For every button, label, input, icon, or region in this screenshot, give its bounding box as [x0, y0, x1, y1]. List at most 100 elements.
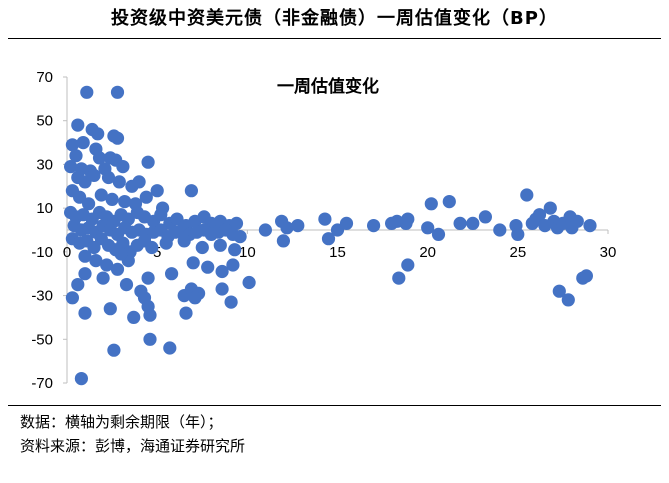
plot-title: 一周估值变化: [277, 76, 379, 97]
x-tick-label: 30: [600, 244, 617, 261]
data-point: [367, 219, 381, 233]
data-point: [114, 247, 128, 261]
data-point: [280, 221, 294, 235]
x-tick-label: 5: [153, 244, 161, 261]
y-tick-label: 10: [36, 200, 53, 217]
data-point: [213, 238, 227, 252]
data-point: [150, 184, 164, 198]
data-point: [65, 291, 79, 305]
data-point: [103, 302, 117, 316]
data-point: [431, 227, 446, 241]
y-tick-label: -70: [31, 375, 53, 392]
data-point: [321, 232, 336, 246]
data-point: [570, 214, 584, 228]
data-point: [177, 234, 191, 248]
data-point: [453, 216, 467, 230]
data-point: [276, 234, 290, 248]
footnotes: 数据：横轴为剩余期限（年）； 资料来源：彭博，海通证券研究所: [20, 410, 245, 458]
data-point: [71, 278, 85, 292]
data-point: [96, 271, 110, 285]
data-point: [532, 208, 547, 222]
data-point: [165, 267, 179, 281]
data-point: [87, 168, 101, 182]
x-tick-label: 0: [63, 244, 71, 261]
data-point: [107, 343, 121, 357]
data-point: [89, 254, 103, 268]
data-point: [229, 216, 244, 230]
data-point: [132, 175, 146, 189]
data-point: [318, 212, 332, 226]
y-tick-label: 50: [36, 113, 53, 130]
title-rule: [8, 38, 661, 39]
data-point: [141, 155, 155, 169]
data-point: [78, 249, 92, 263]
data-point: [215, 264, 229, 279]
data-point: [401, 258, 415, 272]
notes-rule: [8, 405, 661, 406]
data-point: [242, 275, 256, 290]
data-point: [91, 127, 105, 141]
data-point: [154, 208, 168, 222]
data-point: [561, 293, 575, 307]
x-tick-label: 15: [329, 244, 346, 261]
data-point: [110, 262, 125, 276]
x-tick-label: 20: [419, 244, 436, 261]
data-point: [215, 282, 229, 296]
data-points: [64, 85, 597, 386]
data-point: [80, 85, 94, 99]
data-point: [186, 256, 200, 270]
data-point: [163, 341, 177, 355]
data-point: [543, 201, 557, 215]
data-point: [105, 192, 119, 206]
data-point: [442, 195, 456, 209]
source-note: 资料来源：彭博，海通证券研究所: [20, 437, 246, 455]
scatter-chart: 70 50 30 10 -10 -30 -50 -70 0 5 10 15 20 25 30 一周估值变化: [31, 69, 616, 392]
data-point: [100, 258, 114, 272]
data-point: [233, 230, 247, 244]
data-point: [579, 269, 594, 283]
data-point: [226, 258, 240, 272]
data-point: [78, 267, 92, 281]
data-point: [520, 188, 534, 202]
x-tick-label: 25: [509, 244, 526, 261]
data-point: [112, 175, 126, 189]
data-point: [179, 306, 193, 320]
data-point: [511, 227, 525, 241]
data-point: [493, 223, 507, 237]
data-point: [552, 284, 566, 298]
data-point: [466, 216, 480, 230]
data-point: [392, 271, 406, 285]
data-point: [224, 295, 238, 309]
axes: 70 50 30 10 -10 -30 -50 -70 0 5 10 15 20 25 30: [31, 69, 616, 392]
y-tick-label: 70: [36, 69, 53, 86]
data-point: [76, 136, 90, 150]
data-point: [82, 197, 96, 211]
data-point: [143, 308, 157, 322]
data-point: [401, 212, 415, 226]
data-point: [119, 278, 134, 292]
data-point: [78, 306, 92, 320]
chart-title: 投资级中资美元债（非金融债）一周估值变化（BP）: [111, 8, 558, 29]
data-point: [65, 138, 79, 152]
data-point: [143, 332, 157, 346]
axis-note: 数据：横轴为剩余期限（年）；: [20, 413, 223, 431]
data-point: [110, 85, 125, 99]
data-point: [71, 118, 85, 132]
x-tick-label: 10: [239, 244, 256, 261]
data-point: [583, 219, 597, 233]
data-point: [184, 184, 198, 198]
y-tick-label: -50: [31, 331, 53, 348]
data-point: [118, 195, 132, 209]
data-point: [291, 219, 305, 233]
data-point: [201, 260, 215, 274]
y-tick-label: -10: [31, 244, 53, 261]
data-point: [159, 236, 173, 250]
data-point: [421, 221, 435, 235]
y-tick-label: 30: [36, 156, 53, 173]
data-point: [94, 188, 108, 202]
data-point: [116, 160, 130, 174]
data-point: [127, 310, 141, 324]
data-point: [258, 223, 272, 237]
data-point: [188, 291, 202, 305]
data-point: [139, 190, 153, 204]
